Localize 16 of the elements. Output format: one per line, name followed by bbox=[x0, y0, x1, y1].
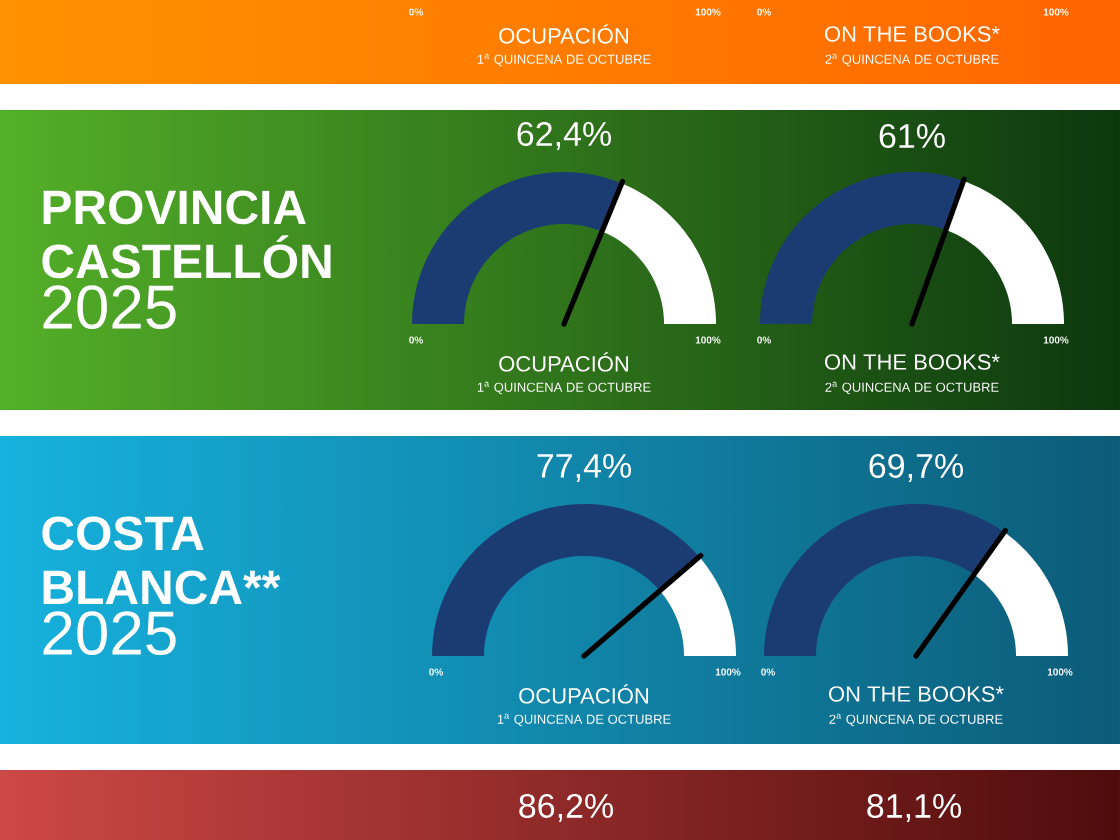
text: OCUPACIÓN bbox=[499, 352, 629, 372]
data-label: 61% bbox=[879, 123, 945, 149]
text: ON THE BOOKS* bbox=[829, 686, 1004, 702]
text: 2025 bbox=[43, 611, 176, 656]
data-label: 77,4% bbox=[537, 454, 631, 482]
text: ON THE BOOKS* bbox=[825, 354, 1000, 370]
text: OCUPACIÓN bbox=[499, 24, 629, 44]
text: OCUPACIÓN bbox=[519, 684, 649, 704]
text: PROVINCIA CASTELLÓN bbox=[42, 190, 331, 279]
text: 2025 bbox=[43, 285, 176, 330]
text: 86,2% bbox=[519, 793, 613, 823]
text: ON THE BOOKS* bbox=[825, 26, 1000, 42]
text: COSTA BLANCA** bbox=[42, 516, 281, 605]
text: 81,1% bbox=[867, 793, 961, 823]
data-label: 69,7% bbox=[869, 453, 963, 483]
data-label: 62,4% bbox=[517, 121, 611, 151]
